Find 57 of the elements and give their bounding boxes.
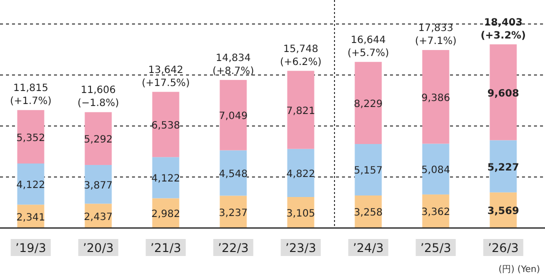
data-label: 2,341: [16, 212, 46, 224]
x-tick-label: ’26/3: [488, 241, 519, 255]
data-label: 7,821: [286, 106, 316, 117]
bar: [287, 70, 314, 149]
data-label: 3,362: [421, 207, 450, 218]
bar: [152, 157, 180, 198]
data-label: 5,227: [487, 162, 520, 174]
data-label: 3,237: [218, 208, 248, 219]
data-label: 4,548: [218, 169, 248, 180]
bar: [84, 164, 112, 204]
bar: [287, 148, 314, 198]
data-label: 3,877: [84, 180, 113, 192]
x-tick-label: ’19/3: [15, 241, 46, 255]
data-label: 3,258: [354, 208, 383, 219]
bar: [84, 112, 112, 165]
bar: [422, 144, 450, 194]
data-label: 4,822: [286, 168, 316, 180]
data-label: 5,157: [354, 166, 383, 177]
total-label: 13,642 (+17.5%): [142, 64, 190, 89]
bar: [17, 163, 44, 205]
data-label: 2,437: [84, 212, 113, 223]
x-tick-label: ’22/3: [218, 241, 249, 255]
x-tick-label: ’23/3: [285, 241, 316, 255]
data-label: 8,229: [354, 98, 383, 110]
data-label: 9,608: [487, 88, 520, 100]
data-label: 4,122: [151, 174, 180, 185]
data-label: 5,352: [16, 132, 46, 144]
x-tick-label: ’24/3: [352, 241, 384, 255]
bar: [490, 44, 517, 140]
data-label: 9,386: [421, 92, 450, 104]
total-label: 16,644 (+5.7%): [347, 34, 390, 59]
bar: [220, 80, 247, 150]
data-label: 5,292: [84, 134, 113, 146]
bar: [354, 144, 382, 196]
total-label: 14,834 (+8.7%): [212, 52, 254, 77]
x-tick-label: ’20/3: [82, 241, 114, 255]
text: (円) (Yen): [498, 265, 540, 275]
x-tick-label: ’25/3: [420, 241, 452, 255]
x-tick-label: ’21/3: [150, 241, 182, 255]
data-label: 7,049: [218, 111, 248, 122]
data-label: 2,982: [151, 209, 180, 220]
bar: [220, 150, 247, 196]
total-label: 15,748 (+6.2%): [280, 44, 322, 68]
total-label: 11,606 (−1.8%): [77, 85, 120, 110]
bar: [354, 62, 382, 144]
total-label: 18,403 (+3.2%): [480, 17, 526, 42]
data-label: 6,538: [151, 120, 180, 132]
bar: [490, 140, 517, 192]
bar: [152, 92, 180, 158]
bar: [422, 50, 450, 144]
data-label: 3,105: [286, 208, 316, 220]
data-label: 4,122: [16, 180, 46, 192]
data-label: 3,569: [487, 206, 520, 218]
total-label: 11,815 (+1.7%): [10, 83, 52, 108]
data-label: 5,084: [421, 165, 450, 176]
bar: [17, 110, 44, 164]
total-label: 17,833 (+7.1%): [414, 23, 457, 48]
